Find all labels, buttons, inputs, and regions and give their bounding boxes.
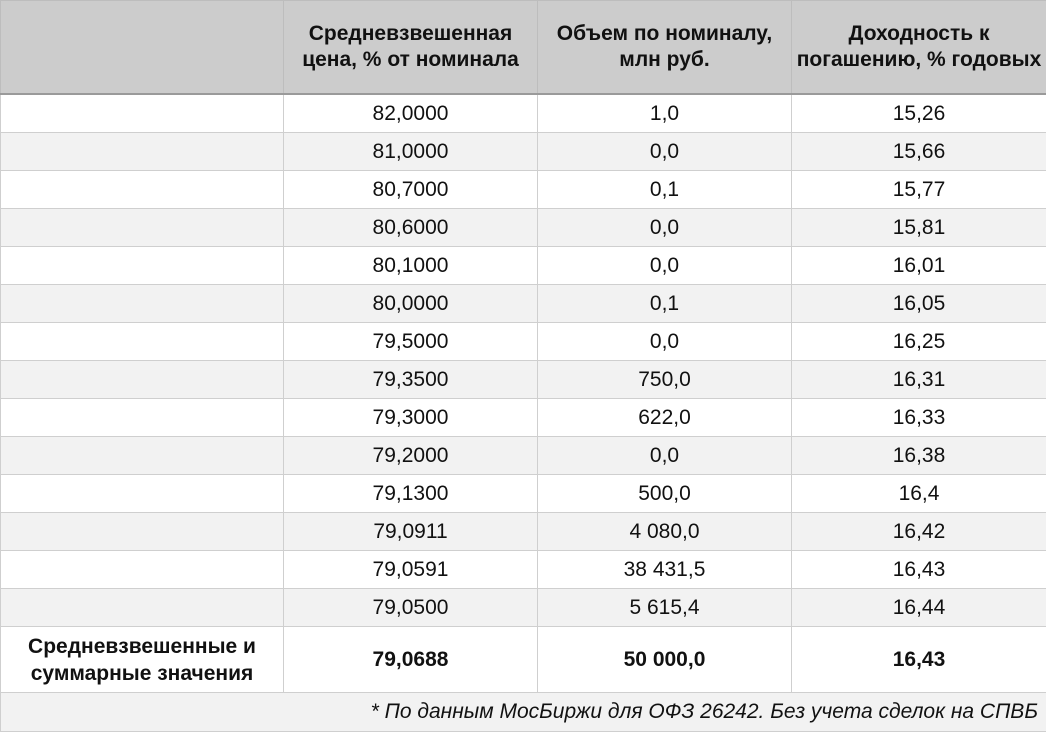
row-price: 79,2000 [283,436,538,475]
row-price: 80,6000 [283,208,538,247]
total-label: Средневзвешенные и суммарные значения [0,626,284,693]
row-volume: 0,0 [537,246,792,285]
row-volume: 0,0 [537,322,792,361]
row-volume: 0,0 [537,132,792,171]
header-volume: Объем по номиналу, млн руб. [537,0,792,95]
header-yield: Доходность к погашению, % годовых [791,0,1046,95]
row-price: 79,3500 [283,360,538,399]
row-price: 79,1300 [283,474,538,513]
table-row: 79,0500 5 615,4 16,44 [0,588,1046,627]
row-yield: 16,05 [791,284,1046,323]
row-label-cell [0,170,284,209]
row-label-cell [0,208,284,247]
total-row: Средневзвешенные и суммарные значения 79… [0,626,1046,693]
row-yield: 16,25 [791,322,1046,361]
row-label-cell [0,322,284,361]
row-volume: 4 080,0 [537,512,792,551]
header-row: Средневзвешенная цена, % от номинала Объ… [0,0,1046,95]
row-price: 80,0000 [283,284,538,323]
row-yield: 15,77 [791,170,1046,209]
row-volume: 1,0 [537,93,792,133]
row-price: 79,0500 [283,588,538,627]
row-label-cell [0,398,284,437]
row-price: 79,0911 [283,512,538,551]
row-price: 82,0000 [283,93,538,133]
row-volume: 0,1 [537,170,792,209]
total-volume: 50 000,0 [537,626,792,693]
header-price: Средневзвешенная цена, % от номинала [283,0,538,95]
row-volume: 0,0 [537,436,792,475]
table-row: 79,3000 622,0 16,33 [0,398,1046,437]
row-label-cell [0,512,284,551]
row-yield: 16,01 [791,246,1046,285]
footnote: * По данным МосБиржи для ОФЗ 26242. Без … [0,692,1046,732]
row-volume: 500,0 [537,474,792,513]
table-row: 79,5000 0,0 16,25 [0,322,1046,361]
table-row: 79,2000 0,0 16,38 [0,436,1046,475]
row-price: 80,7000 [283,170,538,209]
row-yield: 16,38 [791,436,1046,475]
total-price: 79,0688 [283,626,538,693]
table-row: 79,0911 4 080,0 16,42 [0,512,1046,551]
row-volume: 0,1 [537,284,792,323]
row-yield: 16,44 [791,588,1046,627]
table-row: 82,0000 1,0 15,26 [0,93,1046,133]
row-price: 79,5000 [283,322,538,361]
row-volume: 38 431,5 [537,550,792,589]
row-label-cell [0,132,284,171]
row-label-cell [0,246,284,285]
row-label-cell [0,550,284,589]
row-volume: 0,0 [537,208,792,247]
table-row: 79,3500 750,0 16,31 [0,360,1046,399]
row-price: 81,0000 [283,132,538,171]
row-label-cell [0,360,284,399]
table-row: 79,0591 38 431,5 16,43 [0,550,1046,589]
row-yield: 16,33 [791,398,1046,437]
row-label-cell [0,588,284,627]
table-row: 81,0000 0,0 15,66 [0,132,1046,171]
row-label-cell [0,436,284,475]
row-volume: 5 615,4 [537,588,792,627]
row-label-cell [0,93,284,133]
row-yield: 16,42 [791,512,1046,551]
table-row: 80,1000 0,0 16,01 [0,246,1046,285]
row-yield: 15,26 [791,93,1046,133]
table-row: 80,0000 0,1 16,05 [0,284,1046,323]
table-row: 79,1300 500,0 16,4 [0,474,1046,513]
row-label-cell [0,474,284,513]
header-empty-cell [0,0,284,95]
row-yield: 16,43 [791,550,1046,589]
row-price: 80,1000 [283,246,538,285]
total-yield: 16,43 [791,626,1046,693]
table-row: 80,7000 0,1 15,77 [0,170,1046,209]
row-volume: 750,0 [537,360,792,399]
table-row: 80,6000 0,0 15,81 [0,208,1046,247]
row-volume: 622,0 [537,398,792,437]
row-yield: 16,4 [791,474,1046,513]
row-price: 79,0591 [283,550,538,589]
row-yield: 15,66 [791,132,1046,171]
row-price: 79,3000 [283,398,538,437]
row-yield: 16,31 [791,360,1046,399]
row-label-cell [0,284,284,323]
footnote-row: * По данным МосБиржи для ОФЗ 26242. Без … [0,692,1046,732]
row-yield: 15,81 [791,208,1046,247]
